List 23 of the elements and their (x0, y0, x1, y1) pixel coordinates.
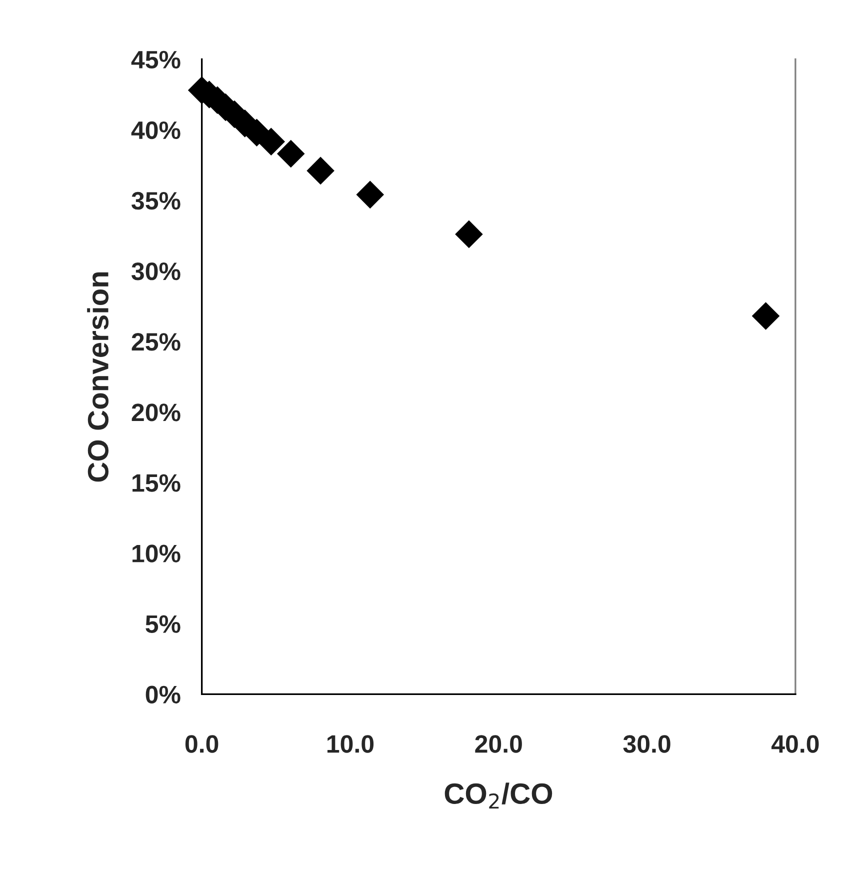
y-tick-label: 0% (146, 686, 180, 704)
y-tick-label: 35% (132, 192, 180, 210)
y-tick-label: 5% (146, 615, 180, 633)
point (276, 140, 305, 168)
y-tick-label: 40% (131, 121, 180, 140)
y-tick-label: 45% (131, 50, 180, 69)
y-tick-label: 15% (132, 474, 180, 492)
x-tick-label: 0.0 (185, 735, 218, 753)
x-tick-label: 20.0 (475, 735, 522, 753)
x-tick-label: 10.0 (327, 735, 374, 753)
y-tick-label: 30% (132, 262, 180, 280)
y-tick-label: 25% (132, 333, 180, 351)
x-axis-title: CO$_{2}$/CO (444, 782, 552, 809)
point (752, 302, 780, 330)
x-tick-label: 40.0 (771, 735, 819, 753)
y-tick-label: 20% (132, 404, 180, 422)
y-tick-label: 10% (132, 544, 180, 562)
point (356, 180, 384, 209)
point (257, 128, 286, 156)
point (306, 156, 334, 185)
y-axis-title: CO Conversion (87, 272, 109, 482)
x-tick-label: 30.0 (623, 735, 670, 753)
point (455, 220, 483, 248)
